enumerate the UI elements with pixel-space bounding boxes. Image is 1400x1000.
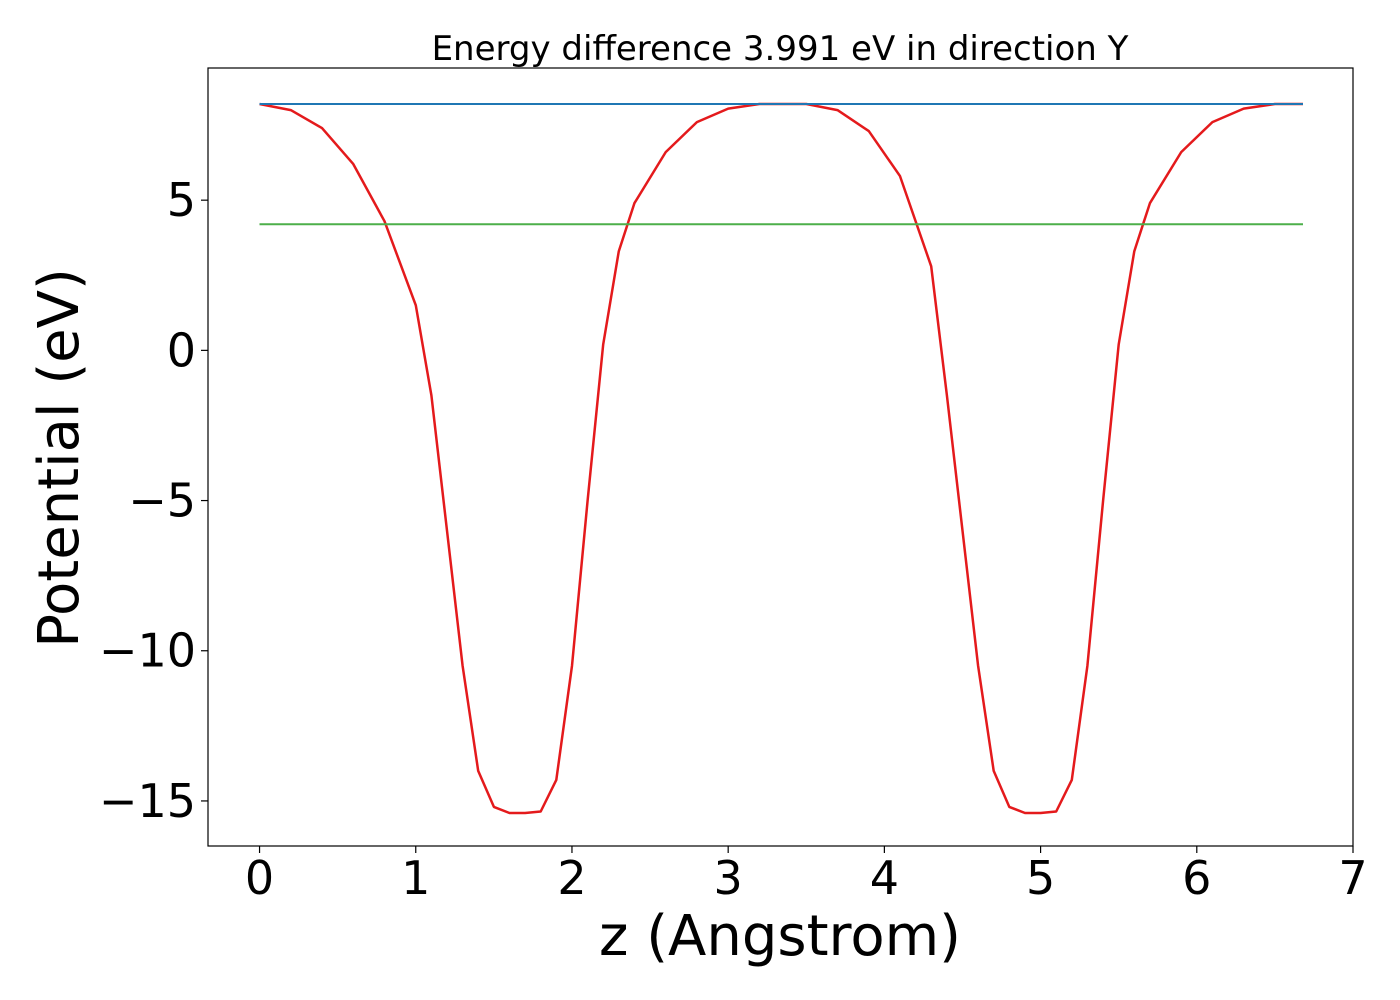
plot-area bbox=[259, 102, 1303, 815]
series-line-0 bbox=[259, 102, 1303, 815]
x-tick-label: 2 bbox=[557, 851, 586, 905]
x-axis-label: z (Angstrom) bbox=[599, 904, 961, 969]
y-tick-label: −10 bbox=[99, 624, 196, 678]
x-tick-label: 7 bbox=[1338, 851, 1367, 905]
chart-title: Energy difference 3.991 eV in direction … bbox=[432, 29, 1129, 69]
y-tick-label: −5 bbox=[128, 474, 196, 528]
x-tick-label: 3 bbox=[714, 851, 743, 905]
y-tick-label: −15 bbox=[99, 774, 196, 828]
x-tick-label: 4 bbox=[870, 851, 899, 905]
x-tick-label: 0 bbox=[245, 851, 274, 905]
y-axis: 5 0 −5 −10 −15 bbox=[99, 173, 208, 828]
x-tick-label: 6 bbox=[1182, 851, 1211, 905]
x-tick-label: 1 bbox=[401, 851, 430, 905]
y-tick-label: 5 bbox=[167, 173, 196, 227]
x-tick-label: 5 bbox=[1026, 851, 1055, 905]
y-axis-label: Potential (eV) bbox=[27, 268, 92, 648]
y-tick-label: 0 bbox=[167, 323, 196, 377]
x-axis: 0 1 2 3 4 5 6 7 bbox=[245, 846, 1368, 905]
axes-frame bbox=[207, 67, 1354, 847]
